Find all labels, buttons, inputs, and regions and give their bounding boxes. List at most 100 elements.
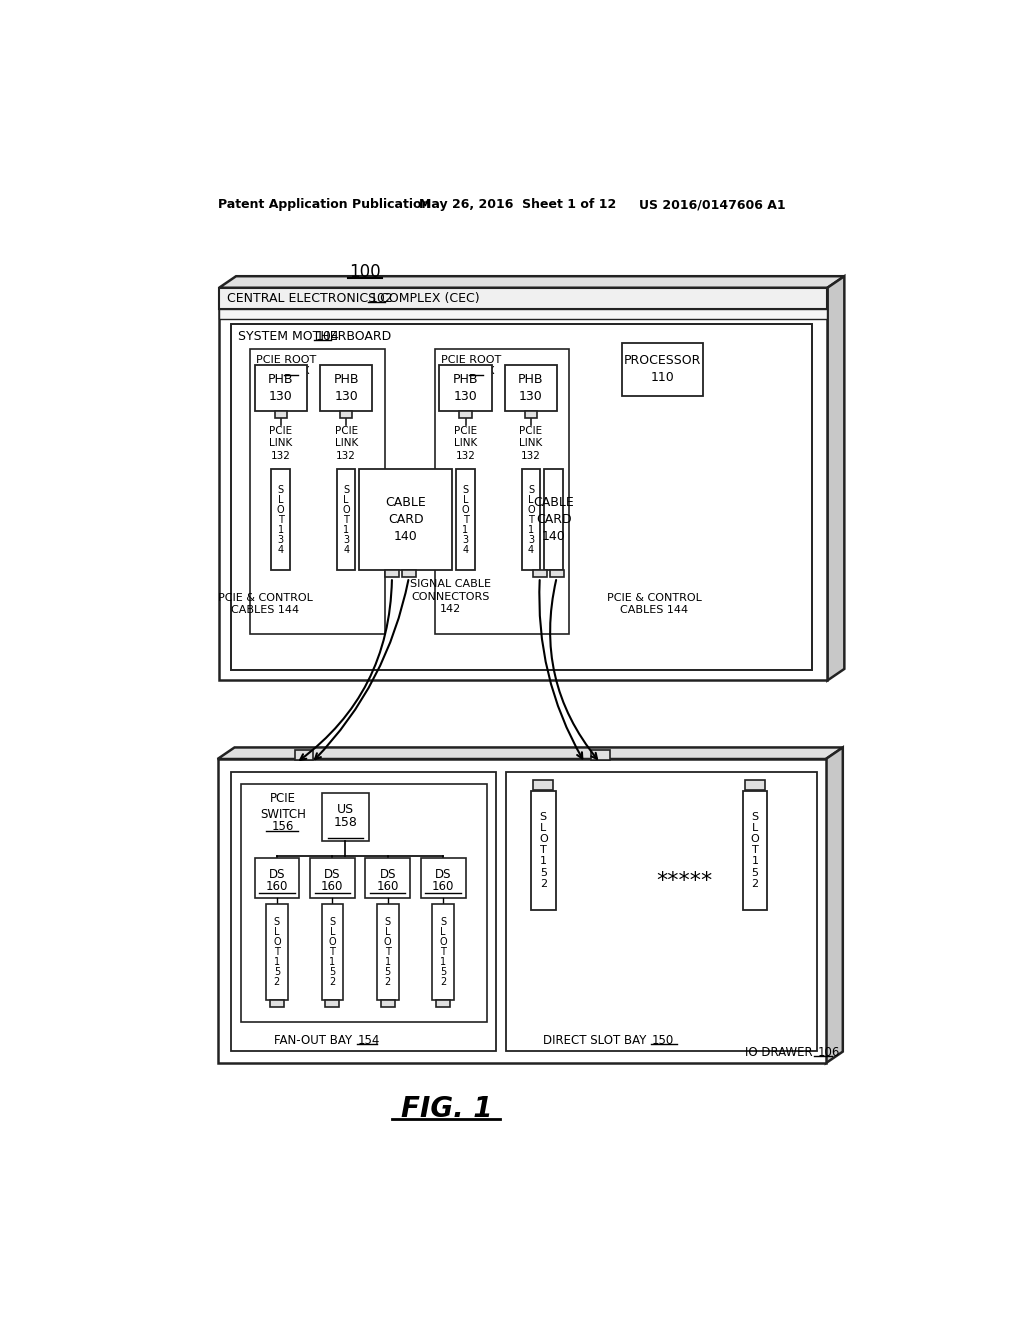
Text: 102: 102	[370, 292, 393, 305]
Text: 100: 100	[349, 264, 381, 281]
Text: 120: 120	[285, 366, 306, 376]
Bar	[366, 858, 410, 898]
Bar	[250, 350, 385, 635]
Bar	[435, 350, 569, 635]
Bar	[385, 570, 399, 577]
Text: PCIE
LINK
132: PCIE LINK 132	[269, 426, 292, 461]
Text: May 26, 2016  Sheet 1 of 12: May 26, 2016 Sheet 1 of 12	[419, 198, 616, 211]
Bar	[534, 780, 553, 789]
Polygon shape	[826, 747, 843, 1063]
Text: SIGNAL CABLE
CONNECTORS
142: SIGNAL CABLE CONNECTORS 142	[410, 579, 490, 614]
Text: FAN-OUT BAY: FAN-OUT BAY	[273, 1034, 355, 1047]
Bar	[591, 750, 609, 760]
Text: 160: 160	[432, 880, 455, 894]
Bar	[544, 470, 563, 570]
Bar	[319, 364, 373, 411]
Text: 154: 154	[357, 1034, 380, 1047]
Text: SYSTEM MOTHERBOARD: SYSTEM MOTHERBOARD	[239, 330, 395, 343]
Text: US 2016/0147606 A1: US 2016/0147606 A1	[639, 198, 785, 211]
Bar	[310, 858, 354, 898]
Bar	[322, 904, 343, 1001]
Bar	[524, 411, 538, 418]
Text: PCIE & CONTROL
CABLES 144: PCIE & CONTROL CABLES 144	[607, 593, 701, 615]
Text: COMPLEX: COMPLEX	[256, 366, 313, 376]
Bar	[340, 411, 352, 418]
Bar	[506, 772, 816, 1051]
Bar	[255, 858, 299, 898]
Bar	[521, 470, 541, 570]
Bar	[337, 470, 355, 570]
Text: S
L
O
T
1
3
4: S L O T 1 3 4	[342, 484, 350, 554]
Text: PCIE
SWITCH: PCIE SWITCH	[260, 792, 306, 821]
Text: 160: 160	[377, 880, 399, 894]
Text: S
L
O
T
1
3
4: S L O T 1 3 4	[276, 484, 285, 554]
Text: S
L
O
T
1
3
4: S L O T 1 3 4	[462, 484, 469, 554]
Bar	[230, 772, 497, 1051]
Bar	[255, 364, 307, 411]
Bar	[326, 1001, 339, 1007]
Bar	[432, 904, 454, 1001]
Bar	[295, 750, 313, 760]
Bar	[241, 784, 487, 1022]
Polygon shape	[217, 747, 843, 759]
Bar	[266, 904, 288, 1001]
Bar	[270, 1001, 284, 1007]
Text: 158: 158	[334, 816, 357, 829]
Text: S
L
O
T
1
5
2: S L O T 1 5 2	[384, 917, 391, 987]
Bar	[219, 288, 827, 309]
Bar	[505, 364, 557, 411]
Text: PCIE
LINK
132: PCIE LINK 132	[335, 426, 357, 461]
Bar	[217, 759, 826, 1063]
Bar	[742, 791, 767, 909]
Text: S
L
O
T
1
5
2: S L O T 1 5 2	[539, 812, 548, 888]
Text: PCIE ROOT: PCIE ROOT	[441, 355, 501, 366]
Text: DS: DS	[324, 869, 341, 880]
Bar	[274, 411, 287, 418]
Bar	[219, 309, 827, 318]
Text: PHB
130: PHB 130	[518, 372, 544, 403]
Text: DIRECT SLOT BAY: DIRECT SLOT BAY	[543, 1034, 650, 1047]
Text: PHB
130: PHB 130	[334, 372, 358, 403]
Text: S
L
O
T
1
5
2: S L O T 1 5 2	[273, 917, 281, 987]
Bar	[271, 470, 290, 570]
Bar	[322, 793, 370, 841]
Text: 150: 150	[651, 1034, 674, 1047]
Text: PCIE ROOT: PCIE ROOT	[256, 355, 316, 366]
Text: DS: DS	[435, 869, 452, 880]
Text: FIG. 1: FIG. 1	[400, 1096, 492, 1123]
Text: PHB
130: PHB 130	[268, 372, 294, 403]
Text: 104: 104	[315, 330, 340, 343]
Bar	[745, 780, 765, 789]
Bar	[457, 470, 475, 570]
Text: COMPLEX: COMPLEX	[441, 366, 498, 376]
Text: IO DRAWER: IO DRAWER	[745, 1045, 816, 1059]
Text: 120: 120	[470, 366, 490, 376]
Bar	[439, 364, 492, 411]
Bar	[230, 323, 812, 671]
Text: PCIE & CONTROL
CABLES 144: PCIE & CONTROL CABLES 144	[218, 593, 312, 615]
Bar	[531, 791, 556, 909]
Bar	[436, 1001, 451, 1007]
Bar	[402, 570, 416, 577]
Bar	[550, 570, 563, 577]
Text: S
L
O
T
1
5
2: S L O T 1 5 2	[751, 812, 760, 888]
Text: 160: 160	[265, 880, 288, 894]
Text: *****: *****	[656, 871, 713, 891]
Text: 156: 156	[271, 820, 294, 833]
Text: PCIE
LINK
132: PCIE LINK 132	[519, 426, 543, 461]
Bar	[460, 411, 472, 418]
Text: DS: DS	[268, 869, 285, 880]
Bar	[532, 570, 547, 577]
Polygon shape	[219, 276, 845, 288]
Bar	[377, 904, 398, 1001]
Text: CABLE
CARD
140: CABLE CARD 140	[534, 496, 574, 543]
Text: DS: DS	[380, 869, 396, 880]
Text: S
L
O
T
1
3
4: S L O T 1 3 4	[527, 484, 535, 554]
Bar	[381, 1001, 394, 1007]
Polygon shape	[827, 276, 845, 681]
Text: US: US	[337, 804, 354, 816]
Text: S
L
O
T
1
5
2: S L O T 1 5 2	[329, 917, 336, 987]
Text: PHB
130: PHB 130	[453, 372, 478, 403]
Text: CENTRAL ELECTRONICS COMPLEX (CEC): CENTRAL ELECTRONICS COMPLEX (CEC)	[226, 292, 483, 305]
Bar	[622, 343, 702, 396]
